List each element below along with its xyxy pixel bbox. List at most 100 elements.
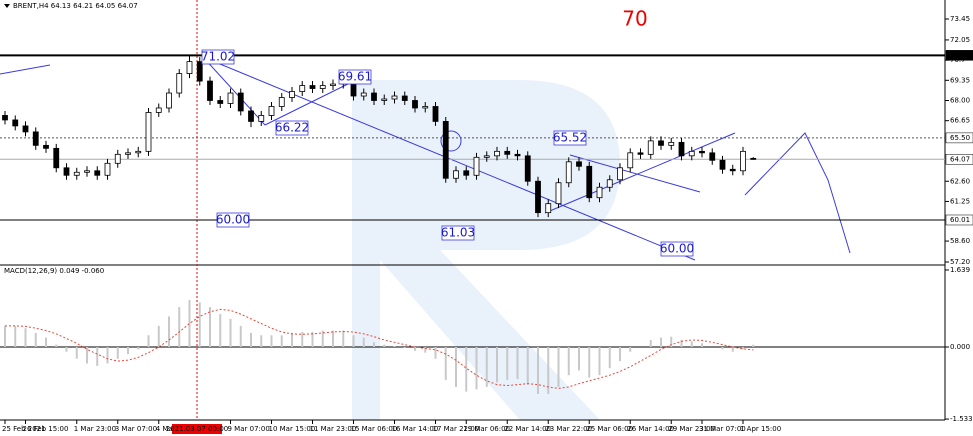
x-tick-label: 1 Apr 15:00 (740, 425, 781, 433)
y-tick-label: 66.65 (950, 117, 970, 125)
price-level-label: 60.01 (950, 216, 970, 224)
x-tick-label: 26 Feb 15:00 (23, 425, 69, 433)
candle-body (94, 170, 101, 176)
candle-body (166, 92, 172, 109)
watermark (352, 80, 620, 420)
candle-body (43, 144, 49, 149)
candle-body (381, 98, 388, 101)
candle-body (729, 168, 736, 172)
annotation: 60.00 (216, 213, 250, 227)
y-tick-label: 72.05 (950, 36, 970, 44)
candle-body (432, 106, 439, 122)
annotation-box (660, 241, 694, 257)
x-tick-label: 23 Mar 22:00 (545, 425, 592, 433)
price-level-tag (945, 132, 973, 144)
candle-body (196, 61, 203, 82)
candle-body (248, 110, 254, 122)
candle-body (258, 115, 265, 122)
candle-body (678, 141, 685, 157)
candle-body (596, 186, 603, 199)
y-tick-label: 69.35 (950, 76, 970, 84)
y-tick-label: 58.60 (950, 237, 970, 245)
candle-body (22, 125, 29, 133)
crosshair-label: 2021.03.07 00:00 (166, 425, 228, 433)
candle-body (391, 95, 398, 100)
candle-body (186, 61, 193, 74)
high: 64.21 (73, 2, 93, 10)
annotation-box (201, 49, 235, 65)
candle-body (647, 140, 654, 155)
candle-body (53, 147, 60, 169)
y-tick-label: 73.45 (950, 15, 970, 23)
candle-body (658, 140, 664, 146)
candle-body (289, 91, 295, 98)
y-tick-label: 57.20 (950, 258, 970, 266)
candle-body (535, 180, 541, 214)
candle-body (555, 182, 562, 205)
candle-body (176, 73, 183, 94)
symbol-icon (4, 4, 10, 8)
candle-body (719, 159, 726, 170)
candle-body (606, 179, 613, 188)
candle-body (453, 170, 459, 179)
x-tick-label: 3 Mar 07:00 (115, 425, 157, 433)
candle-body (401, 95, 408, 101)
crosshair-tag (172, 424, 222, 434)
x-tick-label: 31 Mar 07:00 (699, 425, 746, 433)
trend-lines (0, 56, 851, 261)
candle-body (668, 141, 675, 146)
x-tick-label: 15 Mar 06:00 (351, 425, 398, 433)
candle-body (473, 156, 480, 176)
candle-body (699, 150, 705, 154)
y-tick-label: 1.639 (950, 266, 970, 274)
candle-body (135, 150, 142, 154)
price-level-label: 71.02 (950, 51, 970, 59)
candle-body (73, 171, 80, 176)
x-tick-label: 19 Mar 06:00 (463, 425, 510, 433)
close: 64.07 (118, 2, 138, 10)
candle-body (114, 153, 121, 164)
price-level-tag (945, 214, 973, 226)
candle-body (545, 203, 552, 214)
candle-body (145, 112, 152, 152)
annotation: 70 (622, 7, 647, 31)
annotation-box (553, 130, 587, 146)
candle-body (32, 131, 39, 146)
annotation: 65.52 (553, 131, 587, 145)
candle-body (309, 85, 316, 89)
low: 64.05 (95, 2, 115, 10)
y-tick-label: 62.60 (950, 177, 970, 185)
macd-title: MACD(12,26,9) 0.049 -0.060 (4, 267, 104, 275)
candle-body (463, 170, 470, 176)
x-tick-label: 9 Mar 07:00 (228, 425, 270, 433)
y-tick-label: 61.25 (950, 197, 970, 205)
price-level-tag (945, 50, 973, 61)
candle-body (371, 92, 377, 101)
candle-body (84, 170, 90, 173)
annotation-box (216, 212, 250, 228)
candle-body (586, 165, 593, 199)
x-tick-label: 22 Mar 14:00 (504, 425, 551, 433)
symbol: BRENT,H4 (13, 2, 49, 10)
candle-body (155, 107, 162, 113)
candle-body (330, 83, 336, 86)
annotation-box (441, 225, 475, 241)
annotation: 69.61 (338, 70, 372, 84)
x-tick-label: 29 Mar 23:00 (668, 425, 715, 433)
x-tick-label: 25 Feb 2021 (2, 425, 46, 433)
candle-body (2, 115, 8, 121)
candle-body (494, 150, 500, 157)
candle-body (442, 121, 449, 179)
candle-body (514, 153, 521, 157)
candle-body (299, 85, 306, 92)
y-tick-label: -1.533 (950, 415, 973, 423)
price-level-tag (945, 154, 973, 165)
candle-body (412, 100, 418, 109)
candle-body (709, 152, 716, 161)
candle-body (627, 152, 634, 169)
candle-body (217, 100, 224, 104)
annotation: 71.02 (201, 50, 235, 64)
annotation: 66.22 (275, 121, 309, 135)
candle-body (565, 161, 572, 184)
